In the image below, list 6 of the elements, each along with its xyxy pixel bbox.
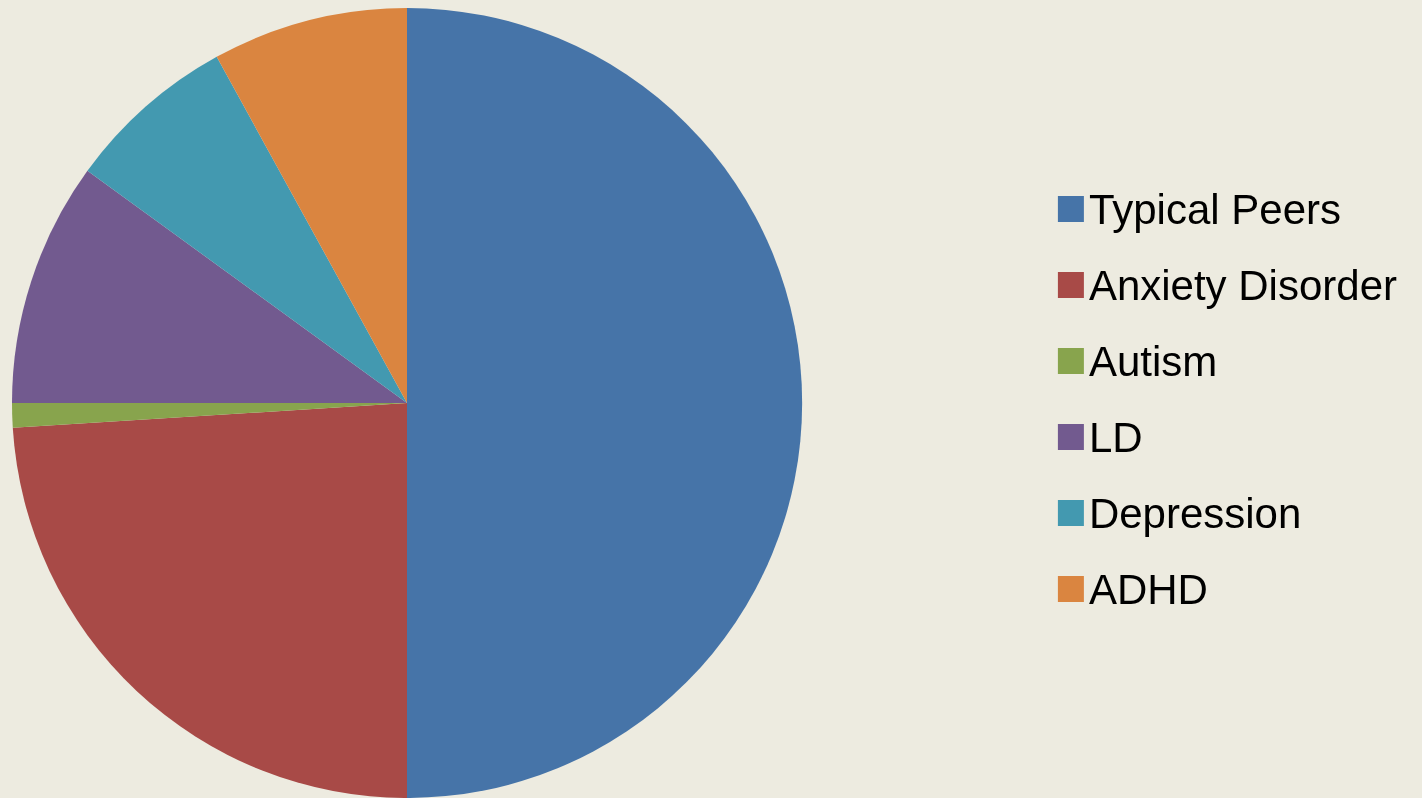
- legend-label: Autism: [1088, 337, 1218, 385]
- legend-label: Typical Peers: [1088, 185, 1341, 233]
- legend-label: Depression: [1088, 489, 1302, 537]
- legend-label: ADHD: [1088, 565, 1208, 613]
- legend-label: Anxiety Disorder: [1088, 261, 1398, 309]
- legend-label: LD: [1088, 413, 1143, 461]
